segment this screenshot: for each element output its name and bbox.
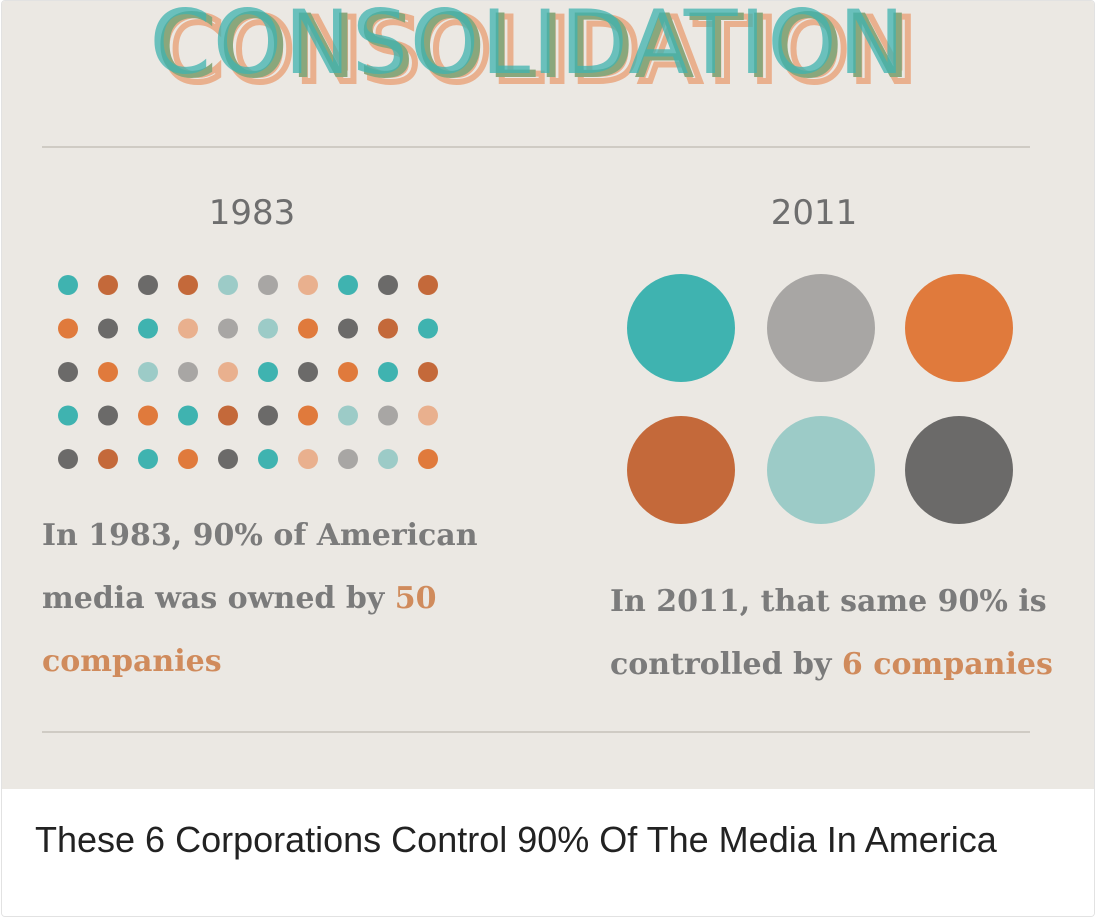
- company-dot-1983: [58, 405, 78, 426]
- headline-consolidation: CONSOLIDATION CONSOLIDATION CONSOLIDATIO…: [149, 1, 919, 99]
- company-dot-1983: [178, 449, 198, 469]
- company-dot-1983: [98, 405, 118, 426]
- company-dot-1983: [58, 449, 78, 469]
- company-dot-1983: [298, 405, 318, 426]
- caption-1983-line2-text: media was owned by: [42, 581, 395, 616]
- company-dot-1983: [178, 362, 198, 382]
- company-dot-1983: [298, 449, 318, 469]
- company-dot-1983: [178, 405, 198, 426]
- company-dot-1983: [58, 275, 78, 295]
- caption-2011: In 2011, that same 90% is controlled by …: [610, 570, 1080, 696]
- company-dot-2011: [905, 416, 1013, 524]
- company-dot-1983: [378, 275, 398, 295]
- company-dot-2011: [767, 274, 875, 382]
- company-dot-1983: [258, 405, 278, 426]
- company-dot-1983: [178, 318, 198, 339]
- company-dot-1983: [378, 318, 398, 339]
- company-dot-1983: [418, 362, 438, 382]
- company-dot-1983: [378, 449, 398, 469]
- company-dot-1983: [138, 405, 158, 426]
- company-dot-2011: [905, 274, 1013, 382]
- company-dot-1983: [138, 362, 158, 382]
- company-dot-1983: [218, 449, 238, 469]
- company-dot-1983: [98, 275, 118, 295]
- company-dot-1983: [218, 362, 238, 382]
- company-dot-1983: [258, 449, 278, 469]
- company-dot-1983: [418, 405, 438, 426]
- headline-mid-layer: CONSOLIDATION: [155, 1, 912, 98]
- divider-top: [42, 146, 1030, 148]
- company-dot-1983: [338, 318, 358, 339]
- result-title-link[interactable]: These 6 Corporations Control 90% Of The …: [35, 819, 997, 860]
- company-dot-1983: [298, 275, 318, 295]
- company-dot-1983: [298, 318, 318, 339]
- company-dot-1983: [338, 449, 358, 469]
- company-dot-2011: [627, 416, 735, 524]
- company-dot-1983: [258, 318, 278, 339]
- company-dot-1983: [98, 449, 118, 469]
- company-dot-1983: [138, 275, 158, 295]
- result-title-bar[interactable]: [2, 789, 1094, 916]
- divider-bottom: [42, 731, 1030, 733]
- company-dot-1983: [98, 318, 118, 339]
- caption-2011-count: 6 companies: [841, 647, 1053, 682]
- company-dot-1983: [258, 275, 278, 295]
- company-dot-1983: [218, 275, 238, 295]
- company-dot-1983: [58, 362, 78, 382]
- company-dot-1983: [218, 318, 238, 339]
- dots-graphic: [58, 274, 1013, 524]
- company-dot-1983: [378, 362, 398, 382]
- company-dot-1983: [98, 362, 118, 382]
- caption-2011-line2-text: controlled by: [610, 647, 842, 682]
- caption-2011-line2: controlled by 6 companies: [610, 633, 1080, 696]
- caption-1983-line2: media was owned by 50: [42, 567, 562, 630]
- company-dot-1983: [258, 362, 278, 382]
- company-dot-1983: [338, 405, 358, 426]
- company-dot-1983: [298, 362, 318, 382]
- caption-1983: In 1983, 90% of American media was owned…: [42, 504, 562, 693]
- company-dot-1983: [418, 318, 438, 339]
- headline-shadow-layer: CONSOLIDATION: [161, 1, 918, 99]
- caption-1983-count: 50: [394, 581, 437, 616]
- caption-2011-line1: In 2011, that same 90% is: [610, 584, 1047, 619]
- year-1983-label: 1983: [208, 193, 296, 233]
- headline-front-layer: CONSOLIDATION: [149, 1, 906, 94]
- company-dot-1983: [218, 405, 238, 426]
- company-dot-1983: [338, 362, 358, 382]
- company-dot-1983: [58, 318, 78, 339]
- company-dot-2011: [767, 416, 875, 524]
- company-dot-2011: [627, 274, 735, 382]
- company-dot-1983: [378, 405, 398, 426]
- company-dot-1983: [178, 275, 198, 295]
- consolidation-infographic-image[interactable]: CONSOLIDATION CONSOLIDATION CONSOLIDATIO…: [2, 1, 1094, 789]
- company-dot-1983: [418, 275, 438, 295]
- caption-1983-line3: companies: [42, 644, 222, 679]
- company-dot-1983: [338, 275, 358, 295]
- company-dot-1983: [138, 449, 158, 469]
- caption-1983-line1: In 1983, 90% of American: [42, 518, 478, 553]
- company-dot-1983: [138, 318, 158, 339]
- company-dot-1983: [418, 449, 438, 469]
- year-2011-label: 2011: [770, 193, 858, 233]
